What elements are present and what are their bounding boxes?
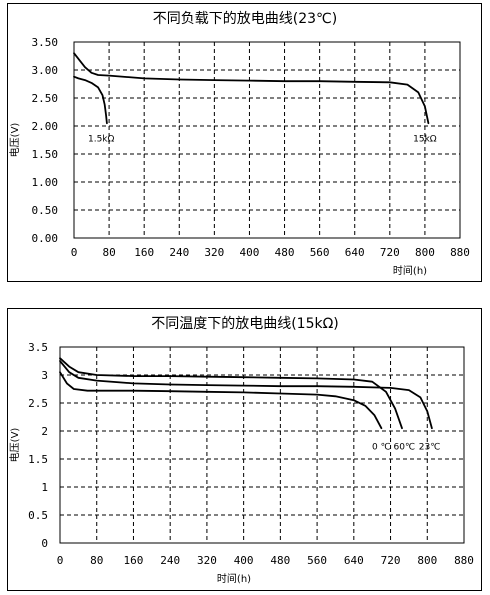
x-tick-label: 240	[169, 246, 189, 259]
x-tick-label: 240	[160, 554, 180, 567]
series-annotation: 1.5kΩ	[88, 135, 115, 145]
x-tick-label: 320	[204, 246, 224, 259]
y-tick-label: 0.50	[32, 204, 59, 217]
y-tick-label: 3.50	[32, 36, 59, 49]
x-tick-label: 880	[450, 246, 470, 259]
x-tick-label: 320	[197, 554, 217, 567]
series-annotation: 60℃	[394, 442, 416, 452]
series-annotation: 15kΩ	[413, 135, 437, 145]
x-tick-label: 560	[307, 554, 327, 567]
x-tick-label: 80	[102, 246, 115, 259]
y-tick-label: 2.00	[32, 120, 59, 133]
x-axis-label: 时间(h)	[393, 264, 427, 277]
series-annotation: 0 ℃	[372, 442, 391, 452]
series-line-0	[73, 75, 108, 125]
x-tick-label: 880	[454, 554, 474, 567]
y-tick-label: 1.50	[32, 148, 59, 161]
x-tick-label: 480	[270, 554, 290, 567]
plot-area-frame	[73, 41, 461, 239]
x-tick-label: 0	[71, 246, 78, 259]
y-tick-label: 3.00	[32, 64, 59, 77]
plot-area-frame	[59, 346, 465, 544]
chart-title: 不同负载下的放电曲线(23℃)	[153, 11, 337, 27]
x-tick-label: 80	[90, 554, 103, 567]
y-axis-label: 电压(V)	[8, 428, 21, 463]
y-tick-label: 3	[41, 369, 48, 382]
series-line-1	[59, 360, 433, 430]
y-tick-label: 2.50	[32, 92, 59, 105]
x-tick-label: 480	[275, 246, 295, 259]
series-annotation: 23℃	[419, 442, 441, 452]
series-line-1	[73, 52, 430, 125]
chart-load-svg: 不同负载下的放电曲线(23℃) 0 80 160 240 320 400 480 560 640 7…	[8, 11, 470, 277]
x-tick-label: 400	[234, 554, 254, 567]
y-tick-label: 0.00	[32, 232, 59, 245]
x-tick-label: 720	[380, 246, 400, 259]
y-tick-label: 2.5	[28, 397, 48, 410]
chart-panel-load: 不同负载下的放电曲线(23℃) 0 80 160 240 320 400 480 560 640 7…	[7, 3, 482, 282]
y-tick-label: 1	[41, 481, 48, 494]
x-tick-label: 720	[381, 554, 401, 567]
y-tick-label: 0.5	[28, 509, 48, 522]
x-tick-label: 400	[240, 246, 260, 259]
y-tick-label: 3.5	[28, 341, 48, 354]
x-axis-label: 时间(h)	[217, 572, 251, 585]
chart-temperature-svg: 不同温度下的放电曲线(15kΩ)0 80 160 240 320 400 480 560 640…	[8, 316, 474, 585]
x-tick-label: 560	[310, 246, 330, 259]
chart-title: 不同温度下的放电曲线(15kΩ)	[151, 316, 339, 332]
x-tick-label: 800	[415, 246, 435, 259]
y-tick-label: 1.5	[28, 453, 48, 466]
y-tick-label: 0	[41, 537, 48, 550]
series-line-2	[59, 371, 383, 430]
x-tick-label: 800	[417, 554, 437, 567]
x-tick-label: 640	[344, 554, 364, 567]
y-tick-label: 1.00	[32, 176, 59, 189]
x-tick-label: 640	[345, 246, 365, 259]
x-tick-label: 0	[57, 554, 64, 567]
series-line-0	[59, 357, 403, 430]
x-tick-label: 160	[124, 554, 144, 567]
x-tick-label: 160	[134, 246, 154, 259]
y-tick-label: 2	[41, 425, 48, 438]
y-axis-label: 电压(V)	[8, 123, 21, 158]
chart-panel-temperature: 不同温度下的放电曲线(15kΩ) 0 80 160 240 320 400 480 560 640…	[7, 308, 482, 591]
